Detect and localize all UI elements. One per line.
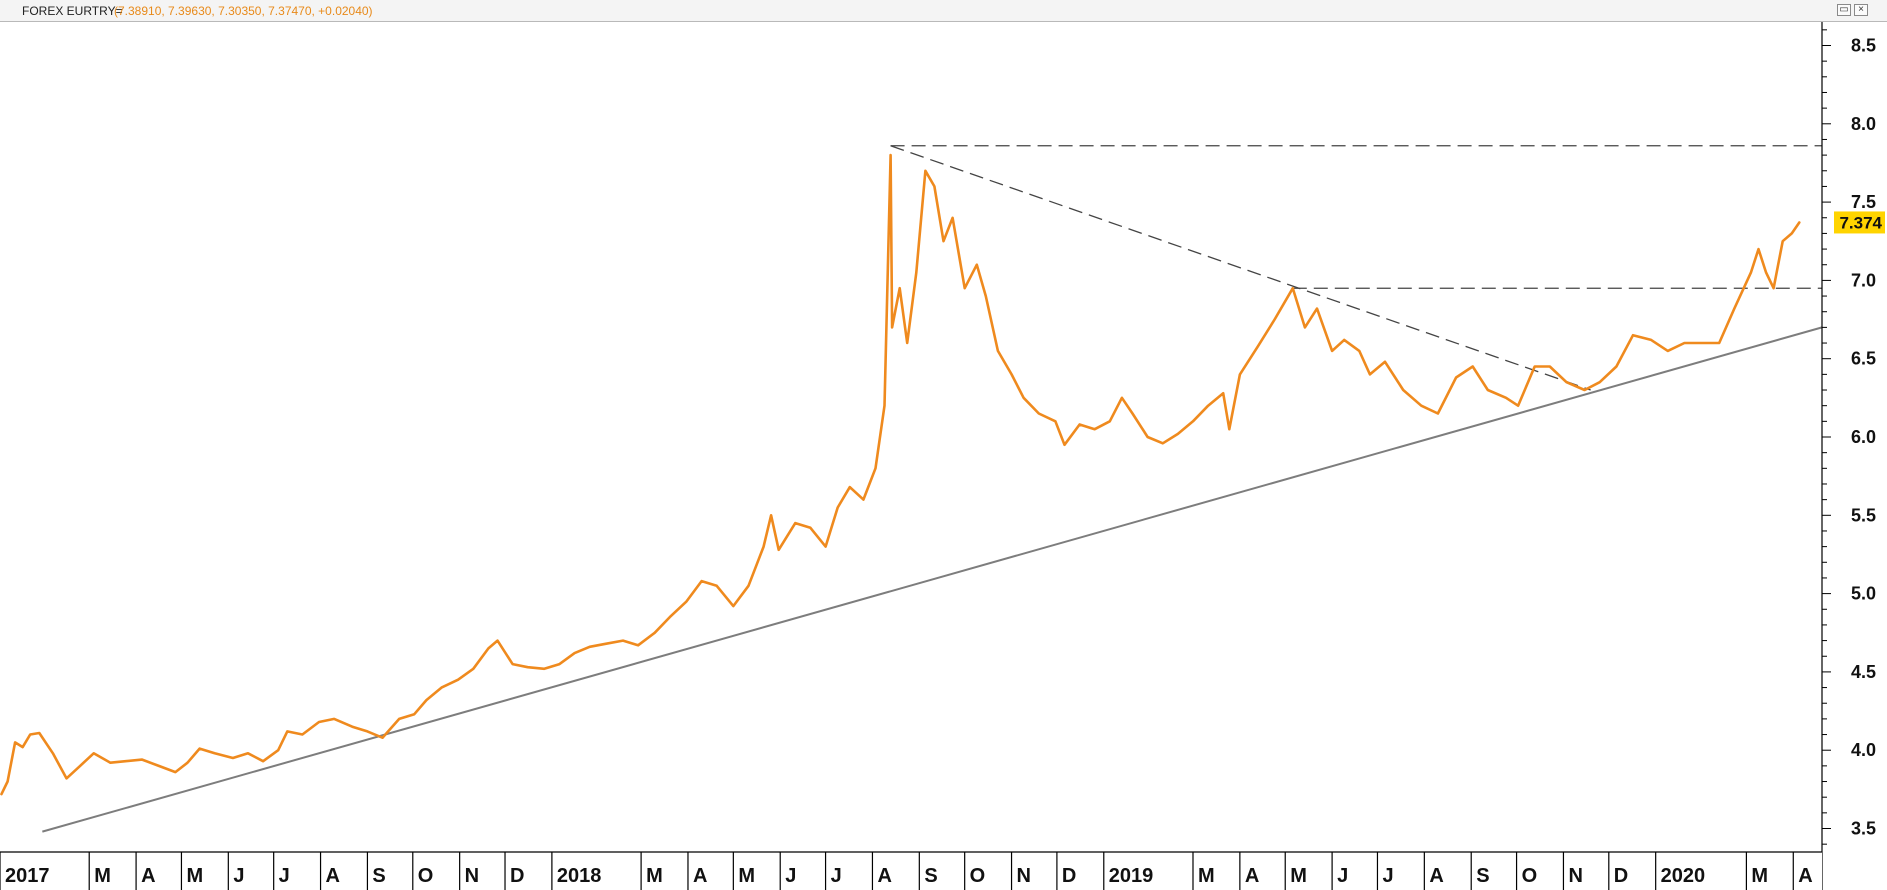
y-tick-label: 6.5: [1851, 349, 1876, 369]
y-axis-background: [1822, 22, 1887, 890]
x-tick-label: D: [1614, 865, 1628, 887]
x-tick-label: M: [1751, 865, 1768, 887]
close-icon[interactable]: ×: [1854, 4, 1868, 16]
x-tick-label: J: [785, 865, 796, 887]
x-tick-label: A: [877, 865, 891, 887]
y-tick-label: 3.5: [1851, 819, 1876, 839]
y-tick-label: 8.5: [1851, 35, 1876, 55]
y-tick-label: 8.0: [1851, 114, 1876, 134]
instrument-name: FOREX EURTRY=: [22, 4, 123, 18]
x-tick-label: D: [510, 865, 524, 887]
y-tick-label: 4.0: [1851, 740, 1876, 760]
x-tick-label: 2019: [1109, 865, 1154, 887]
y-tick-label: 4.5: [1851, 662, 1876, 682]
dashed-trendline-1: [890, 145, 1591, 391]
x-tick-label: M: [738, 865, 755, 887]
restore-icon[interactable]: ▭: [1837, 4, 1851, 16]
price-chart: 3.5 4.0 4.5 5.0 5.5 6.0 6.5 7.0 7.5 8.0 8.5 2017 M A…: [0, 22, 1887, 890]
y-tick-label: 7.5: [1851, 192, 1876, 212]
x-axis-background: [0, 852, 1822, 890]
x-tick-label: O: [418, 865, 434, 887]
y-tick-label: 7.0: [1851, 270, 1876, 290]
x-tick-label: J: [1337, 865, 1348, 887]
x-tick-label: A: [1429, 865, 1443, 887]
x-tick-label: M: [186, 865, 203, 887]
x-tick-label: M: [1290, 865, 1307, 887]
price-line-0: [0, 153, 1801, 796]
x-tick-label: J: [1382, 865, 1393, 887]
x-tick-label: M: [646, 865, 663, 887]
x-tick-label: A: [326, 865, 340, 887]
x-tick-label: S: [924, 865, 937, 887]
x-tick-label: N: [465, 865, 479, 887]
x-tick-label: J: [279, 865, 290, 887]
trendlines: [42, 145, 1823, 833]
x-tick-label: D: [1062, 865, 1076, 887]
x-tick-label: M: [94, 865, 111, 887]
ohlc-readout: (7.38910, 7.39630, 7.30350, 7.37470, +0.…: [114, 4, 373, 18]
y-tick-label: 5.0: [1851, 584, 1876, 604]
chart-title-bar: FOREX EURTRY= (7.38910, 7.39630, 7.30350…: [0, 0, 1887, 22]
last-price-marker: 7.374: [1834, 211, 1885, 234]
x-axis: 2017 M A M J J A S O N D 2018 M A M J J A S O N D 2019 M A M J J A S O…: [0, 851, 1822, 890]
x-tick-label: O: [970, 865, 986, 887]
x-tick-label: A: [1798, 865, 1812, 887]
x-tick-label: 2020: [1661, 865, 1706, 887]
y-axis: 3.5 4.0 4.5 5.0 5.5 6.0 6.5 7.0 7.5 8.0 8.5: [1821, 22, 1887, 890]
support-trendline: [42, 326, 1823, 833]
y-tick-label: 6.0: [1851, 427, 1876, 447]
x-tick-label: A: [141, 865, 155, 887]
last-price-label: 7.374: [1839, 213, 1882, 232]
x-tick-label: 2018: [557, 865, 602, 887]
x-tick-label: S: [1476, 865, 1489, 887]
x-tick-label: S: [372, 865, 385, 887]
y-tick-label: 5.5: [1851, 505, 1876, 525]
x-tick-label: A: [693, 865, 707, 887]
x-tick-label: O: [1522, 865, 1538, 887]
x-tick-label: M: [1198, 865, 1215, 887]
price-series: [0, 153, 1801, 796]
last-price-badge: [1834, 211, 1885, 234]
x-tick-label: J: [831, 865, 842, 887]
x-tick-label: J: [233, 865, 244, 887]
chart-background: [0, 22, 1887, 890]
x-tick-label: N: [1017, 865, 1031, 887]
x-tick-label: N: [1568, 865, 1582, 887]
x-tick-label: A: [1245, 865, 1259, 887]
x-tick-label: 2017: [5, 865, 50, 887]
